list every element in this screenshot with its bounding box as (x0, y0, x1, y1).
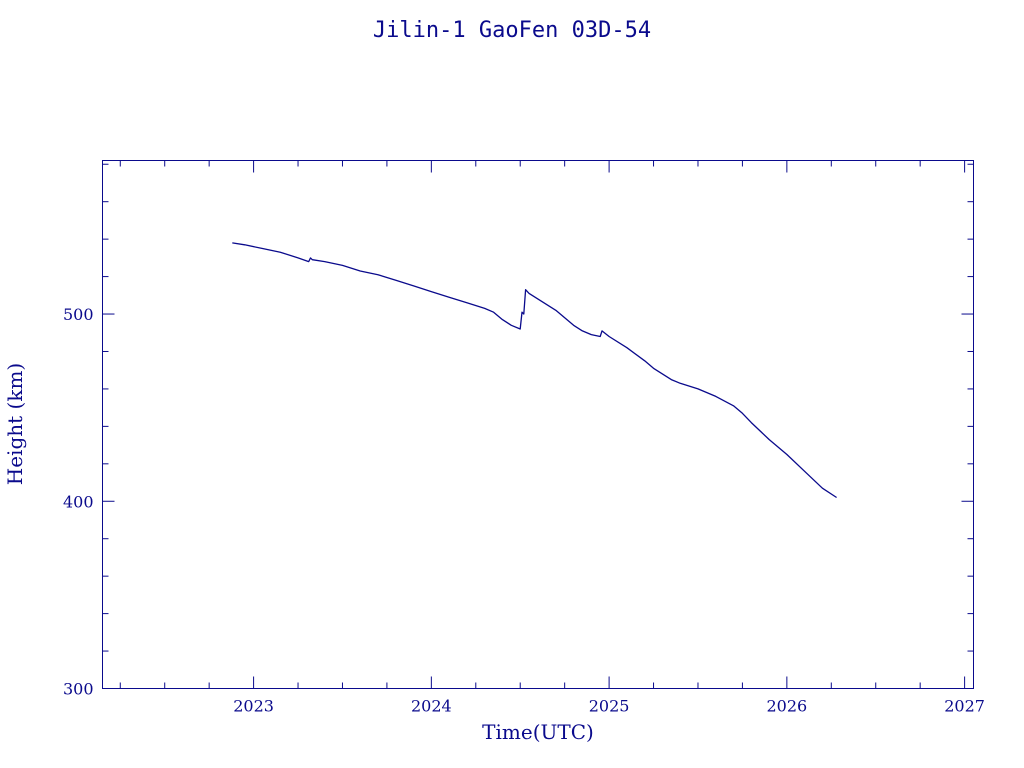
axis-ticks (102, 160, 974, 689)
x-tick-label: 2024 (411, 697, 452, 716)
chart-title: Jilin-1 GaoFen 03D-54 (373, 18, 651, 43)
y-tick-labels: 300 400 500 (63, 305, 94, 698)
x-tick-label: 2026 (766, 697, 807, 716)
y-tick-label: 300 (63, 680, 94, 699)
y-tick-label: 400 (63, 492, 94, 511)
y-tick-label: 500 (63, 305, 94, 324)
height-series-line (232, 242, 837, 499)
x-tick-label: 2025 (589, 697, 630, 716)
y-axis-label: Height (km) (3, 363, 27, 485)
x-tick-label: 2023 (233, 697, 274, 716)
x-axis-label: Time(UTC) (482, 720, 594, 744)
x-tick-label: 2027 (944, 697, 985, 716)
plot-frame (102, 160, 974, 689)
x-tick-labels: 2023 2024 2025 2026 2027 (233, 697, 985, 716)
